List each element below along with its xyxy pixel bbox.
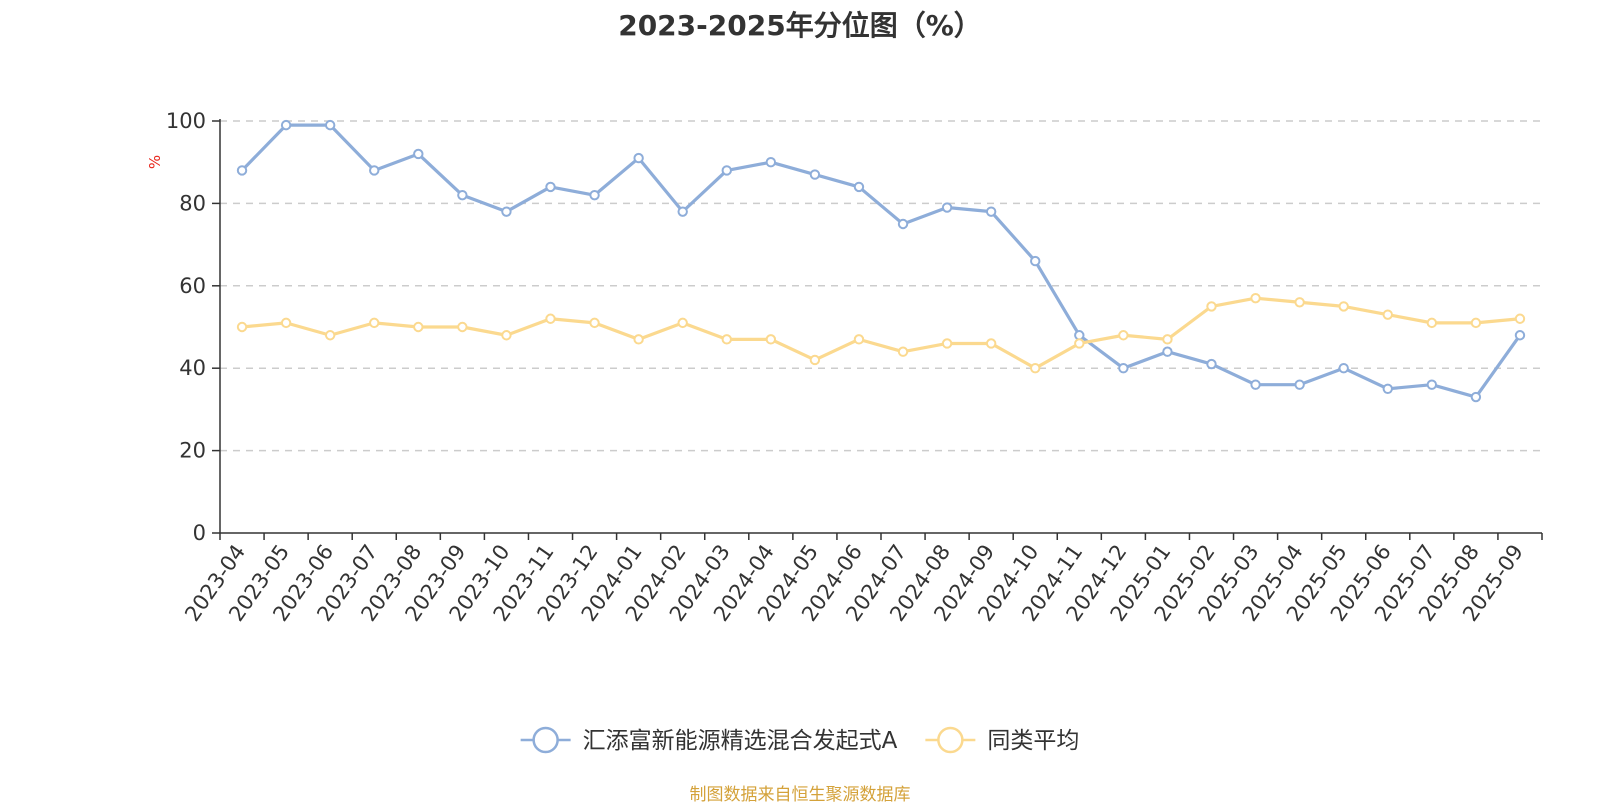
y-tick-label: 20 (179, 439, 206, 463)
legend-item-1[interactable]: 同类平均 (925, 726, 1079, 754)
source-note: 制图数据来自恒生聚源数据库 (689, 785, 911, 805)
data-point-s1-4 (413, 321, 424, 333)
data-point-s1-18 (1030, 363, 1041, 374)
data-point-s0-10 (677, 206, 688, 217)
data-point-s0-0 (236, 165, 248, 176)
data-point-s0-19 (1074, 330, 1085, 341)
data-point-s0-29 (1514, 330, 1526, 341)
data-point-s0-22 (1206, 358, 1217, 370)
series-line-1 (240, 296, 1522, 370)
data-point-s1-26 (1382, 309, 1393, 320)
data-point-s1-21 (1162, 334, 1173, 345)
data-point-s1-27 (1426, 317, 1438, 329)
data-point-s1-2 (324, 330, 336, 341)
y-tick-label: 40 (179, 356, 206, 380)
data-point-s1-16 (941, 338, 953, 349)
data-point-s0-4 (413, 148, 424, 160)
legend-swatch-marker (532, 726, 559, 754)
data-point-s0-21 (1162, 346, 1173, 357)
data-point-s1-20 (1118, 330, 1129, 341)
data-point-s1-9 (633, 334, 644, 345)
y-tick-labels: 0 20 40 60 80 100 (166, 109, 206, 545)
data-point-s1-19 (1074, 338, 1085, 349)
data-point-s0-23 (1250, 379, 1261, 390)
y-tick-label: 80 (179, 191, 206, 215)
data-point-s0-13 (809, 169, 821, 180)
data-point-s0-18 (1030, 255, 1041, 267)
data-point-s1-17 (985, 338, 997, 349)
y-tick-label: 100 (166, 109, 206, 133)
data-point-s1-25 (1338, 301, 1349, 312)
series-lines (236, 119, 1526, 403)
data-point-s0-24 (1294, 379, 1305, 390)
data-point-s0-25 (1338, 363, 1349, 374)
data-point-s0-9 (633, 152, 644, 164)
data-point-s0-16 (941, 202, 953, 213)
grid-lines (220, 120, 1542, 452)
data-point-s1-12 (765, 334, 777, 345)
data-point-s1-7 (545, 313, 556, 324)
data-point-s1-8 (589, 317, 600, 329)
data-point-s1-29 (1514, 313, 1526, 324)
data-point-s1-0 (236, 321, 248, 333)
data-point-s1-6 (501, 330, 512, 341)
legend-swatch-marker (937, 726, 964, 754)
data-point-s1-14 (853, 334, 865, 345)
legend[interactable]: 汇添富新能源精选混合发起式A 同类平均 (520, 726, 1080, 754)
legend-label: 同类平均 (987, 728, 1079, 754)
data-point-s0-3 (369, 165, 380, 176)
y-tick-label: 60 (179, 274, 206, 298)
data-point-s0-26 (1382, 383, 1393, 394)
data-point-s1-24 (1294, 297, 1305, 308)
data-point-s0-12 (765, 157, 777, 168)
data-point-s1-1 (280, 317, 292, 329)
data-point-s0-6 (501, 206, 512, 217)
data-point-s0-8 (589, 189, 600, 201)
x-tick-labels: 2023-042023-052023-062023-072023-082023-… (180, 540, 1528, 626)
series-line-0 (240, 123, 1522, 399)
data-point-s0-17 (985, 206, 997, 217)
data-point-s1-3 (369, 317, 380, 329)
data-point-s1-11 (721, 334, 732, 345)
data-point-s0-1 (280, 119, 292, 131)
data-point-s0-2 (324, 119, 336, 131)
data-point-s0-20 (1118, 363, 1129, 374)
data-point-s1-23 (1250, 292, 1261, 304)
axes (212, 119, 1543, 540)
data-point-s0-28 (1470, 391, 1482, 403)
data-point-s1-10 (677, 317, 688, 329)
data-point-s0-11 (721, 165, 732, 176)
data-point-s0-14 (853, 181, 865, 193)
data-point-s0-7 (545, 181, 556, 193)
data-point-s1-15 (897, 346, 909, 357)
data-point-s1-22 (1206, 301, 1217, 312)
data-point-s0-15 (897, 218, 909, 230)
data-point-s0-5 (457, 189, 468, 201)
legend-label: 汇添富新能源精选混合发起式A (583, 728, 898, 754)
data-point-s1-13 (809, 354, 821, 366)
y-axis-label: % (146, 155, 164, 169)
chart-title: 2023-2025年分位图（%） (618, 9, 982, 42)
data-point-s0-27 (1426, 379, 1438, 390)
data-point-s1-5 (457, 321, 468, 333)
data-point-s1-28 (1470, 317, 1482, 329)
y-tick-label: 0 (193, 521, 206, 545)
legend-item-0[interactable]: 汇添富新能源精选混合发起式A (520, 726, 898, 754)
